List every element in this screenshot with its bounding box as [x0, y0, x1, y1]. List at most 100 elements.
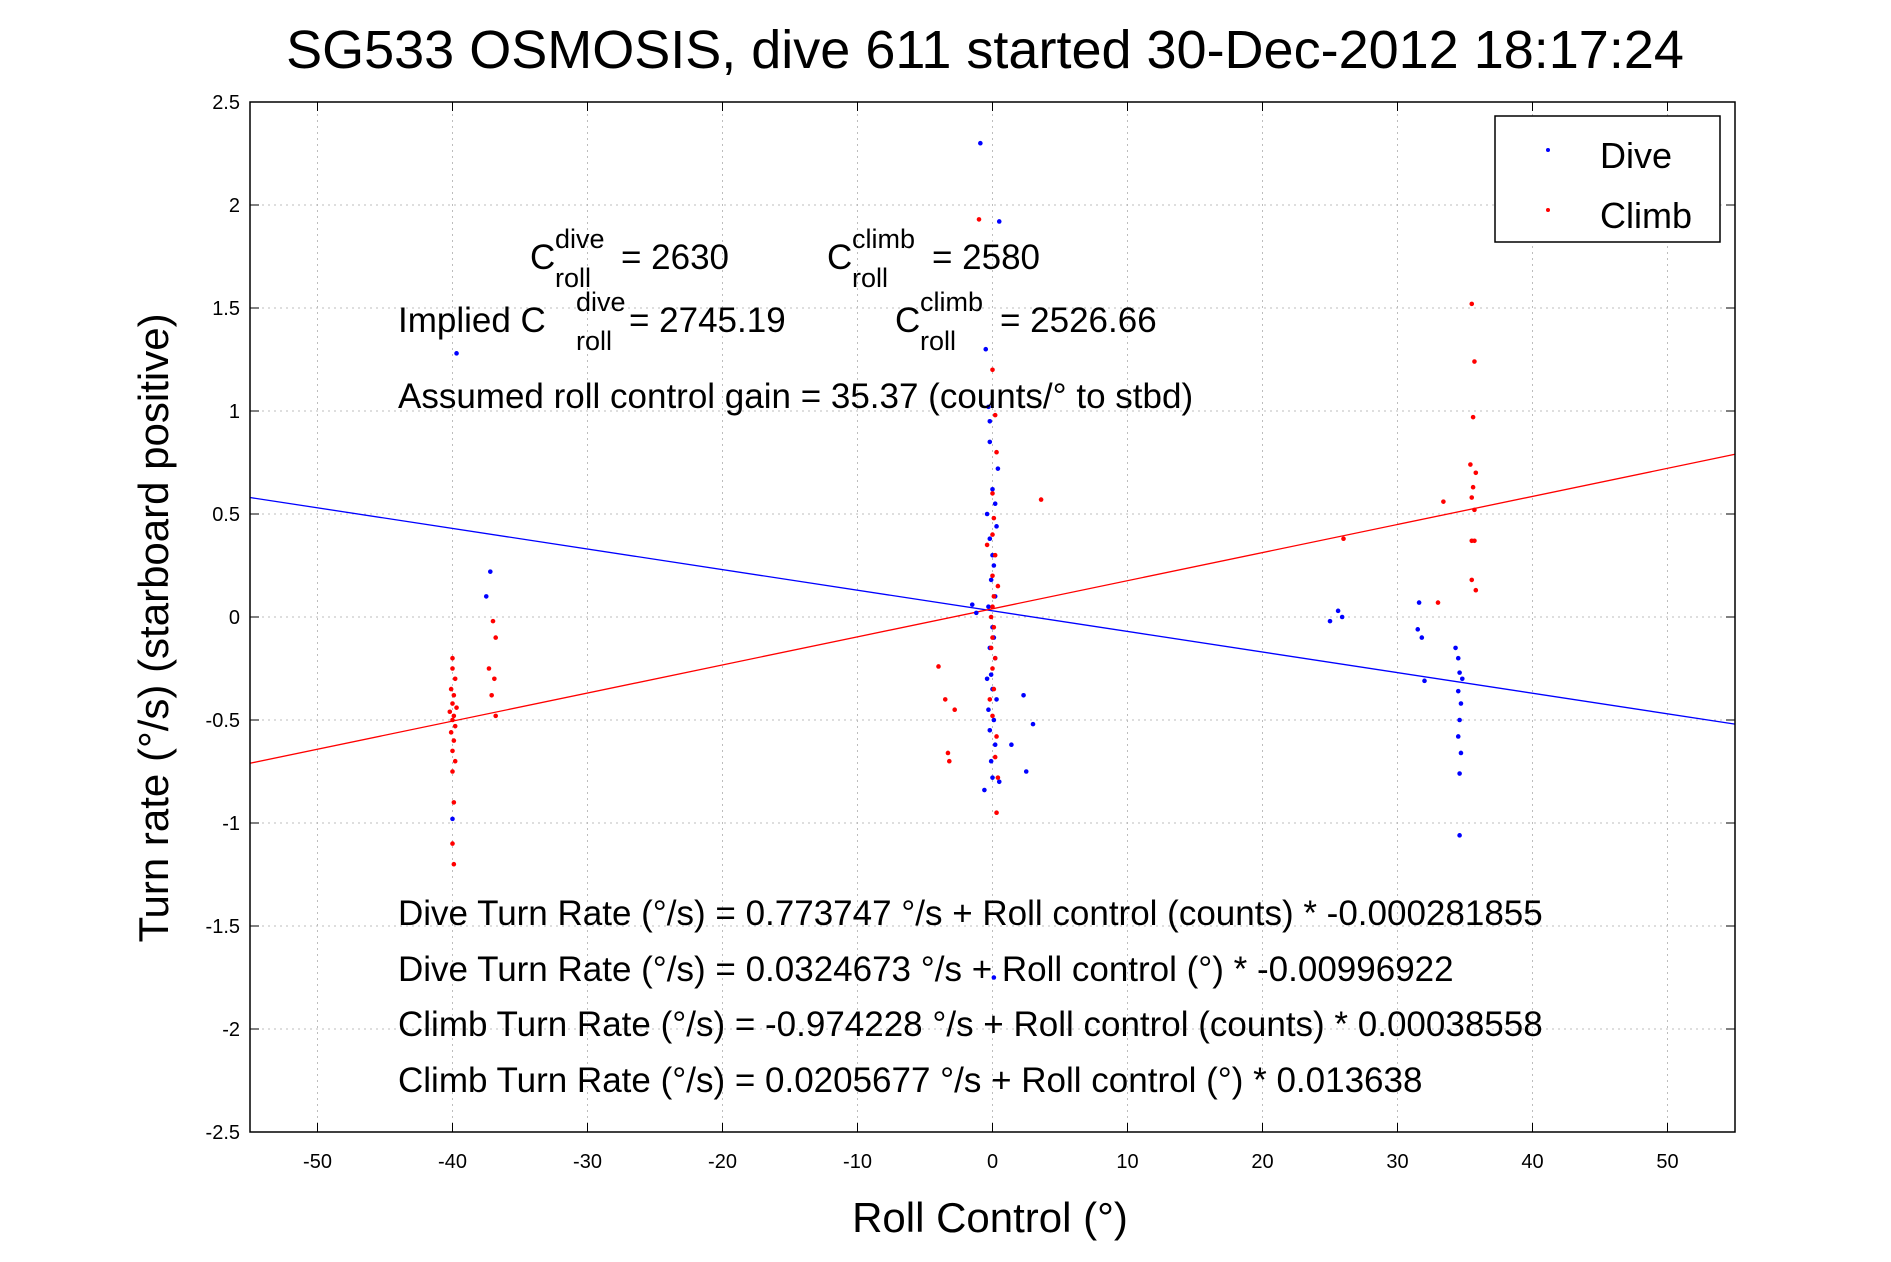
dive-point — [987, 728, 993, 733]
implied-dive-sub: roll — [576, 326, 612, 356]
climb-point — [984, 542, 990, 548]
annotations: C dive roll = 2630 C climb roll = 2580 I… — [398, 224, 1543, 1100]
climb-point — [450, 655, 455, 661]
climb-point — [947, 758, 952, 764]
climb-point — [493, 635, 499, 640]
dive-point — [1455, 688, 1461, 694]
climb-point — [492, 676, 497, 682]
dive-point — [974, 610, 979, 616]
dive-point — [984, 511, 990, 517]
implied-dive-value: = 2745.19 — [629, 301, 786, 340]
climb-point — [486, 666, 492, 671]
climb-point — [995, 583, 1001, 589]
climb-point — [452, 723, 458, 729]
legend-box — [1494, 115, 1721, 243]
x-tick-label: 0 — [987, 1151, 998, 1173]
climb-point — [452, 758, 458, 764]
legend-climb-label: Climb — [1600, 195, 1692, 236]
x-tick-labels: -50 -40 -30 -20 -10 0 10 20 30 40 50 — [303, 1151, 1679, 1173]
dive-point — [986, 404, 991, 410]
y-tick-label: -1 — [222, 813, 240, 835]
climb-point — [992, 552, 998, 558]
climb-point — [1472, 507, 1477, 513]
dive-point — [1455, 655, 1461, 661]
dive-point — [988, 577, 994, 583]
implied-dive-sup: dive — [576, 287, 626, 317]
climb-point — [991, 515, 997, 521]
dive-point — [982, 787, 987, 793]
climb-point — [976, 217, 982, 222]
dive-point — [986, 707, 991, 712]
grid — [250, 102, 1735, 1132]
x-tick-label: -30 — [573, 1151, 602, 1173]
dive-point — [1422, 678, 1427, 684]
dive-point — [1327, 618, 1333, 624]
climb-point — [452, 676, 458, 682]
climb-point — [936, 664, 941, 669]
climb-point — [1473, 470, 1479, 476]
climb-point — [450, 769, 455, 774]
climb-point — [991, 594, 997, 599]
y-tick-label: -0.5 — [206, 710, 240, 732]
climb-point — [1469, 301, 1475, 307]
climb-point — [994, 810, 999, 815]
climb-point — [990, 604, 995, 609]
chart-title: SG533 OSMOSIS, dive 611 started 30-Dec-2… — [286, 20, 1684, 80]
x-tick-label: -20 — [708, 1151, 737, 1173]
climb-point — [990, 713, 995, 719]
climb-point — [952, 707, 957, 712]
climb-point — [945, 750, 951, 756]
dive-point — [987, 439, 993, 445]
y-tick-label: 2.5 — [212, 92, 240, 114]
climb-point — [991, 625, 997, 630]
dive-point — [995, 466, 1001, 471]
c-dive-base: C — [530, 238, 555, 277]
dive-point — [983, 346, 989, 352]
dive-eq-counts: Dive Turn Rate (°/s) = 0.773747 °/s + Ro… — [398, 894, 1543, 933]
climb-point — [447, 709, 453, 715]
dive-point — [986, 604, 991, 609]
climb-series — [447, 217, 1479, 867]
climb-point — [994, 734, 999, 739]
y-tick-label: 1.5 — [212, 298, 240, 320]
dive-point — [1339, 614, 1345, 620]
dive-point — [483, 594, 489, 599]
climb-point — [1469, 577, 1475, 583]
dive-point — [994, 524, 999, 529]
gain-annotation: Assumed roll control gain = 35.37 (count… — [398, 377, 1193, 416]
dive-point — [969, 602, 975, 607]
dive-point — [987, 536, 993, 542]
y-tick-label: -2 — [222, 1019, 240, 1041]
dive-point — [1457, 833, 1462, 838]
c-climb-sup: climb — [852, 224, 915, 254]
x-tick-label: 50 — [1656, 1151, 1678, 1173]
dive-point — [991, 563, 997, 568]
climb-point — [992, 412, 998, 418]
climb-point — [990, 666, 995, 671]
climb-point — [990, 532, 995, 537]
dive-eq-degrees: Dive Turn Rate (°/s) = 0.0324673 °/s + R… — [398, 950, 1454, 989]
dive-fit-line — [249, 496, 1736, 725]
x-tick-label: 20 — [1251, 1151, 1273, 1173]
dive-point — [1458, 750, 1464, 756]
climb-point — [987, 697, 993, 702]
dive-point — [990, 486, 995, 492]
climb-point — [451, 861, 457, 867]
climb-point — [451, 738, 457, 743]
y-tick-labels: -2.5 -2 -1.5 -1 -0.5 0 0.5 1 1.5 2 2.5 — [206, 92, 240, 1144]
climb-point — [454, 705, 459, 710]
dive-point — [996, 219, 1002, 224]
dive-point — [988, 672, 994, 677]
climb-point — [448, 686, 454, 692]
dive-point — [1023, 769, 1029, 774]
dive-point — [1009, 742, 1014, 748]
climb-point — [988, 645, 994, 651]
x-tick-label: -40 — [438, 1151, 467, 1173]
climb-point — [450, 701, 455, 706]
y-tick-label: 2 — [229, 195, 240, 217]
climb-point — [1468, 462, 1473, 467]
y-tick-label: 1 — [229, 401, 240, 423]
climb-point — [992, 655, 998, 661]
axis-ticks — [250, 101, 1735, 1133]
